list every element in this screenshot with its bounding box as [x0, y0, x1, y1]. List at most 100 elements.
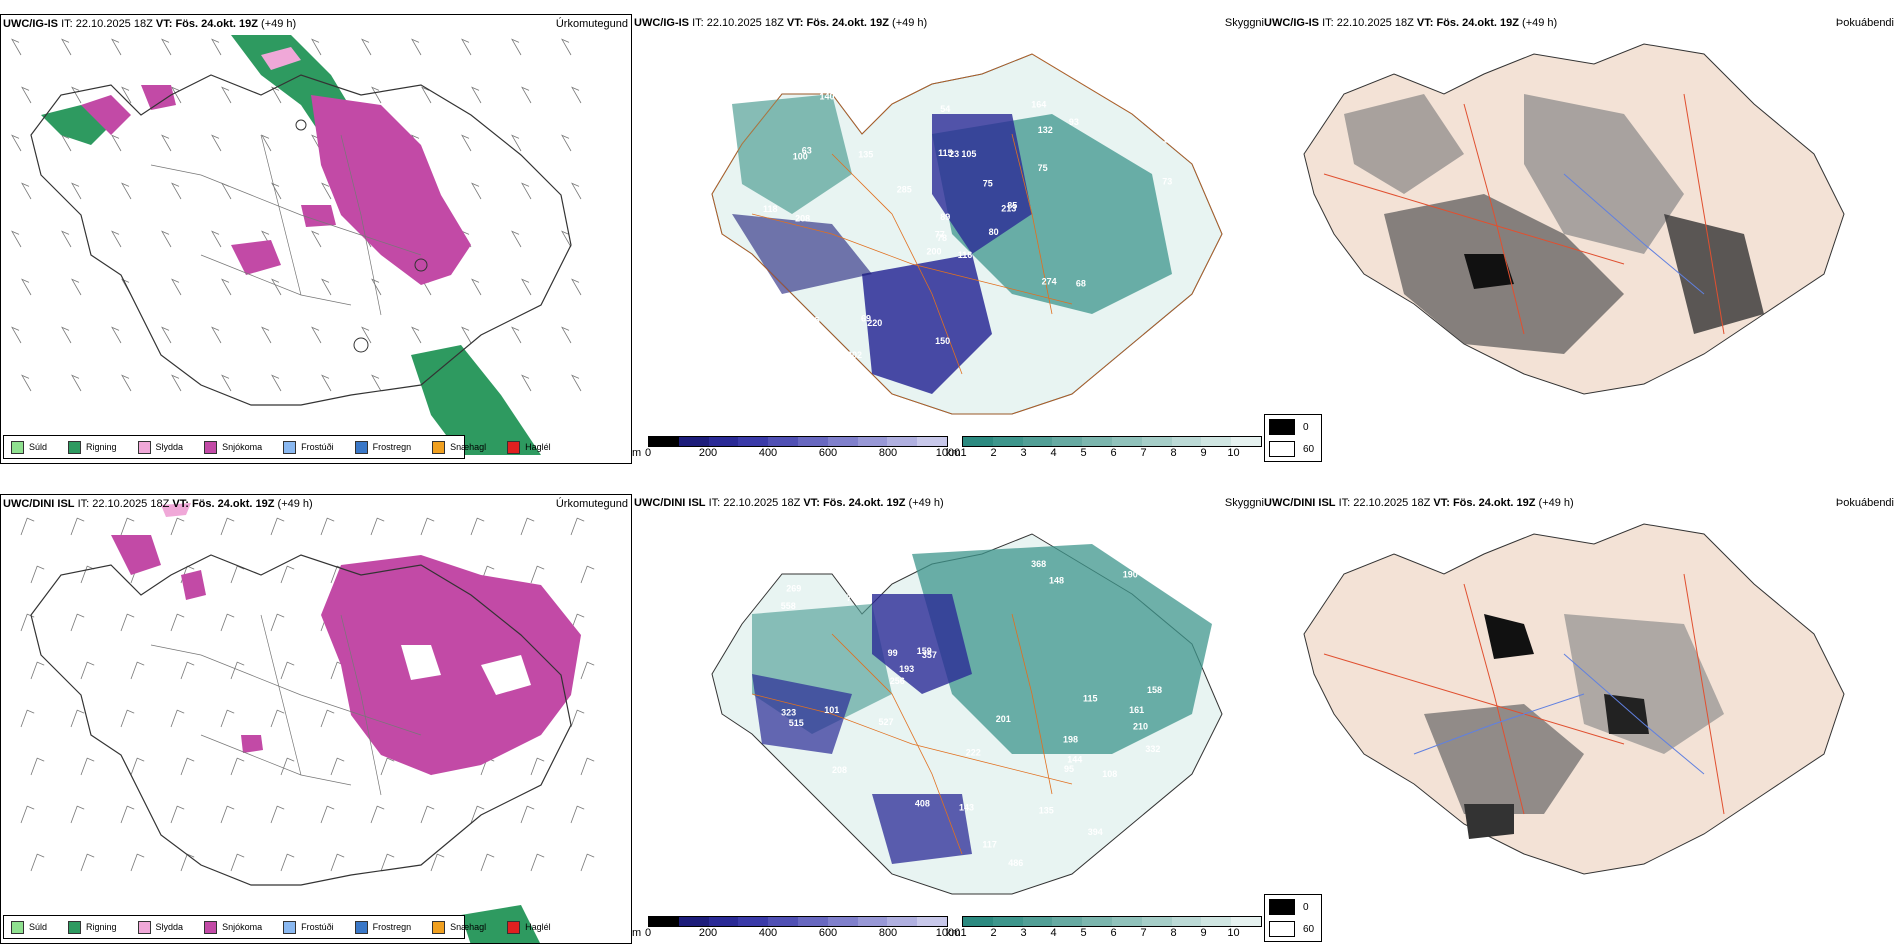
wind-barb [211, 326, 222, 344]
visibility-value-label: 75 [983, 178, 993, 188]
visibility-value-label: 266 [853, 572, 868, 582]
colorbar-tick-label: 6 [1110, 447, 1117, 459]
wind-barb [461, 38, 472, 56]
visibility-value-label: 89 [786, 786, 796, 796]
visibility-value-label: 202 [847, 350, 862, 360]
wind-barb [520, 517, 535, 536]
precip-legend-swatch [283, 920, 297, 934]
precip-legend-item: Rigning [61, 440, 117, 454]
visibility-value-label: 100 [793, 152, 808, 162]
panel-title-visibility: Skyggni [1224, 497, 1264, 509]
colorbar-cell [963, 917, 993, 926]
wind-barb [561, 38, 572, 56]
wind-barb [70, 517, 85, 536]
visibility-value-label: 201 [996, 714, 1011, 724]
wind-barb [61, 326, 72, 344]
wind-barb [11, 230, 22, 248]
wind-barb [230, 565, 245, 584]
wind-barb [80, 565, 95, 584]
visibility-value-label: 220 [867, 318, 882, 328]
colorbar-tick-label: 10 [1227, 927, 1240, 939]
wind-barb [380, 853, 395, 872]
wind-barb [570, 517, 585, 536]
visibility-value-label: 118 [763, 204, 778, 214]
wind-barb [20, 805, 35, 824]
colorbar-cell [708, 917, 739, 926]
colorbar-cells [648, 916, 948, 927]
fog-legend-label-0: 0 [1303, 421, 1309, 433]
wind-barb [71, 278, 82, 296]
fog-legend-swatch-60 [1269, 921, 1295, 937]
colorbar-unit: km [946, 447, 961, 459]
wind-barb [521, 278, 532, 296]
visibility-value-label: 73 [1162, 177, 1172, 187]
colorbar-ticks: 1 2 3 4 5 6 7 8 9 10 [960, 447, 1262, 461]
precip-legend-item: Snjókoma [197, 440, 262, 454]
wind-barb [320, 805, 335, 824]
colorbar-tick-label: 2 [990, 447, 997, 459]
precip-legend-item: Frostúði [276, 920, 334, 934]
precip-legend-swatch [137, 440, 151, 454]
visibility-value-label: 193 [899, 664, 914, 674]
wind-barb [70, 709, 85, 728]
fog-legend-top: 0 60 [1264, 414, 1322, 462]
wind-barb [271, 86, 282, 104]
colorbar-tick-label: 800 [878, 447, 898, 459]
precip-type-map-top [11, 35, 582, 455]
colorbar-tick-label: 4 [1050, 447, 1057, 459]
colorbar-ticks: 0 200 400 600 800 1000 [645, 927, 960, 941]
wind-barb [161, 38, 172, 56]
precip-legend-item: Rigning [61, 920, 117, 934]
wind-barb [120, 517, 135, 536]
vt-label: VT: [786, 17, 804, 29]
vt-value: Fös. 24.okt. 19Z [1452, 497, 1536, 509]
visibility-value-label: 93 [1069, 117, 1079, 127]
colorbar-cell [992, 437, 1023, 446]
wind-barb [280, 853, 295, 872]
colorbar-cell [1082, 437, 1112, 446]
visibility-value-label: 285 [897, 185, 912, 195]
visibility-value-label: 208 [832, 765, 847, 775]
wind-barb [180, 661, 195, 680]
visibility-value-label: 527 [879, 717, 894, 727]
colorbar-tick-label: 1000 [935, 927, 961, 939]
it-value: 22.10.2025 18Z [723, 497, 801, 509]
visibility-value-label: 80 [989, 227, 999, 237]
fog-legend-swatch-60 [1269, 441, 1295, 457]
visibility-value-label: 227 [777, 363, 792, 373]
wind-barb [380, 757, 395, 776]
colorbar-cell [1141, 437, 1172, 446]
wind-barb [221, 86, 232, 104]
wind-barb [270, 805, 285, 824]
vt-label: VT: [803, 497, 820, 509]
colorbar-tick-label: 1 [960, 927, 967, 939]
precip-legend-swatch [11, 440, 24, 454]
fog-panel-bottom: UWC/DINI ISL IT: 22.10.2025 18Z VT: Fös.… [1264, 494, 1900, 944]
wind-barb [511, 326, 522, 344]
colorbar-tick-label: 0 [644, 447, 652, 459]
wind-barb [311, 134, 322, 152]
panel-title-fog: Þokuábendi [1835, 497, 1894, 509]
wind-barb [330, 757, 345, 776]
visibility-value-label: 256 [890, 676, 905, 686]
visibility-value-label: 68 [1076, 278, 1086, 288]
precip-legend-item: Súld [4, 920, 47, 934]
visibility-value-label: 486 [1008, 858, 1023, 868]
precip-legend-top: Súld Rigning Slydda Snjókoma Frostúði Frostre… [3, 435, 551, 459]
vt-label: VT: [1433, 497, 1450, 509]
visibility-value-label: 210 [1133, 722, 1148, 732]
colorbar-tick-label: 6 [1110, 927, 1117, 939]
wind-barb [71, 374, 82, 392]
visibility-value-label: 99 [888, 648, 898, 658]
colorbar-tick-label: 5 [1080, 927, 1087, 939]
visibility-value-label: 200 [927, 247, 942, 257]
precip-legend-swatch [507, 440, 521, 454]
colorbar-cell [738, 917, 769, 926]
visibility-value-label: 86 [817, 382, 827, 392]
wind-barb [561, 134, 572, 152]
visibility-value-label: 408 [915, 798, 930, 808]
precip-legend-swatch [432, 920, 446, 934]
colorbar-tick-label: 600 [818, 447, 838, 459]
precip-legend-label: Slydda [155, 922, 184, 932]
wind-barb [11, 38, 22, 56]
